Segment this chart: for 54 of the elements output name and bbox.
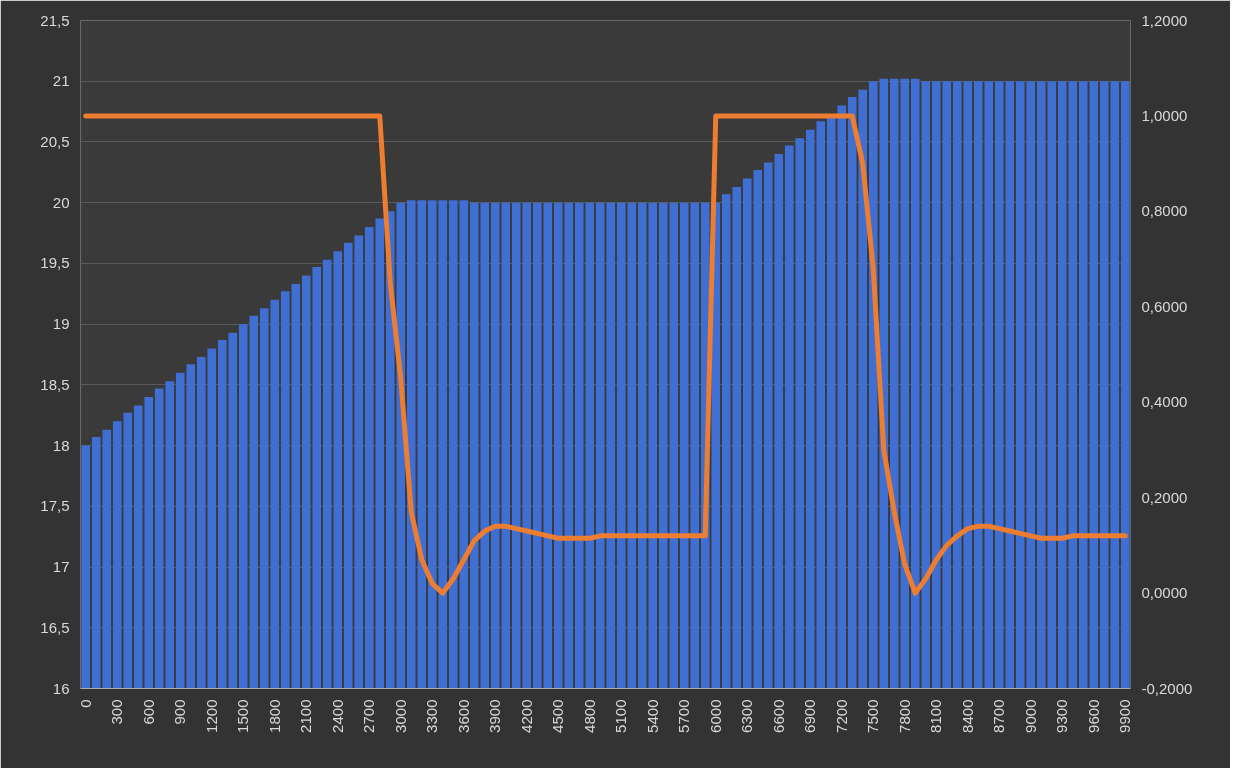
y2-tick-label: 1,2000 <box>1141 11 1188 29</box>
x-tick-label: 8100 <box>927 699 945 733</box>
x-tick-label: 4800 <box>580 699 598 733</box>
x-tick-label: 1200 <box>202 699 220 733</box>
y2-tick-label: 0,0000 <box>1141 584 1188 602</box>
x-tick-label: 8400 <box>958 699 976 733</box>
x-tick-label: 9300 <box>1053 699 1071 733</box>
x-tick-label: 5100 <box>612 699 630 733</box>
x-tick-label: 300 <box>108 699 126 725</box>
y-tick-label: 16,5 <box>40 618 70 636</box>
x-tick-label: 5400 <box>643 699 661 733</box>
y-tick-label: 20,5 <box>40 132 70 150</box>
y-tick-label: 21 <box>52 72 70 90</box>
y-tick-label: 17,5 <box>40 497 70 515</box>
y2-tick-label: 0,4000 <box>1141 393 1188 411</box>
y2-tick-label: 0,6000 <box>1141 297 1188 315</box>
x-tick-label: 6600 <box>769 699 787 733</box>
x-tick-label: 2400 <box>328 699 346 733</box>
x-tick-label: 7200 <box>832 699 850 733</box>
x-tick-label: 1800 <box>265 699 283 733</box>
x-tick-label: 6900 <box>801 699 819 733</box>
y-tick-label: 16 <box>52 679 70 697</box>
x-tick-label: 9600 <box>1084 699 1102 733</box>
x-tick-label: 3600 <box>454 699 472 733</box>
x-tick-label: 8700 <box>990 699 1008 733</box>
x-tick-label: 0 <box>76 699 94 708</box>
x-tick-label: 7800 <box>895 699 913 733</box>
y-tick-label: 18 <box>52 436 70 454</box>
x-tick-label: 6300 <box>738 699 756 733</box>
y-tick-label: 18,5 <box>40 375 70 393</box>
x-tick-label: 3900 <box>486 699 504 733</box>
x-tick-label: 9900 <box>1116 699 1134 733</box>
x-tick-label: 4500 <box>549 699 567 733</box>
x-tick-label: 3300 <box>423 699 441 733</box>
x-tick-label: 6000 <box>706 699 724 733</box>
x-tick-label: 2700 <box>360 699 378 733</box>
y2-tick-label: 0,8000 <box>1141 202 1188 220</box>
x-tick-label: 9000 <box>1021 699 1039 733</box>
y-tick-label: 20 <box>52 193 70 211</box>
x-tick-label: 5700 <box>675 699 693 733</box>
y-tick-label: 19 <box>52 315 70 333</box>
x-tick-label: 7500 <box>864 699 882 733</box>
x-tick-label: 600 <box>139 699 157 725</box>
x-tick-label: 1500 <box>234 699 252 733</box>
y2-tick-label: 1,0000 <box>1141 106 1188 124</box>
y2-tick-label: 0,2000 <box>1141 488 1188 506</box>
y2-tick-label: -0,2000 <box>1141 679 1193 697</box>
y-tick-label: 19,5 <box>40 254 70 272</box>
x-tick-label: 900 <box>171 699 189 725</box>
x-tick-label: 3000 <box>391 699 409 733</box>
y-tick-label: 17 <box>52 558 70 576</box>
y-tick-label: 21,5 <box>40 11 70 29</box>
x-tick-label: 4200 <box>517 699 535 733</box>
x-tick-label: 2100 <box>297 699 315 733</box>
